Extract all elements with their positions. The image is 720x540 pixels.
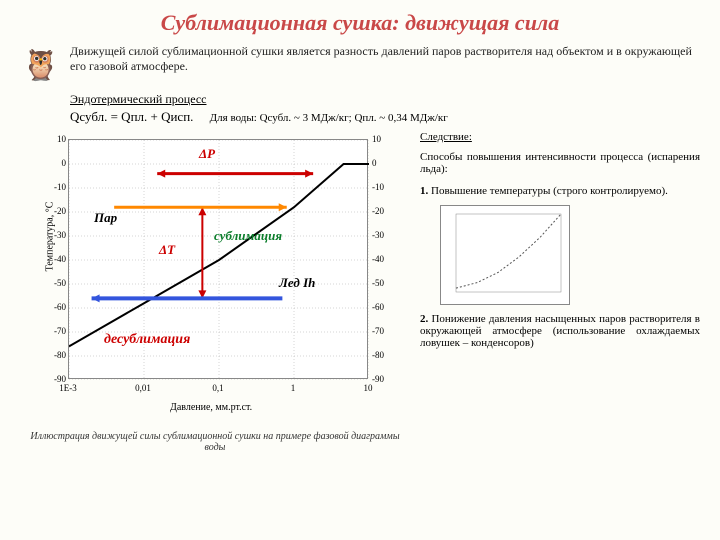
chart-column: Температура, °С ΔP Пар ΔT сублимация Лед… bbox=[20, 131, 410, 453]
main-row: Температура, °С ΔP Пар ΔT сублимация Лед… bbox=[20, 131, 700, 453]
point-1-text: Повышение температуры (строго контролиру… bbox=[431, 185, 668, 197]
x-axis-label: Давление, мм.рт.ст. bbox=[170, 402, 252, 413]
ice-label: Лед Ih bbox=[279, 275, 315, 291]
formula-lhs: Qсубл. = Qпл. + Qисп. bbox=[70, 109, 193, 124]
delta-t-label: ΔT bbox=[159, 242, 175, 258]
intro-text: Движущей силой сублимационной сушки явля… bbox=[70, 44, 700, 74]
endothermic-label: Эндотермический процесс bbox=[70, 92, 700, 107]
formula-rhs: Для воды: Qсубл. ~ 3 МДж/кг; Qпл. ~ 0,34… bbox=[210, 112, 448, 124]
formula-row: Qсубл. = Qпл. + Qисп. Для воды: Qсубл. ~… bbox=[70, 109, 700, 125]
owl-icon: 🦉 bbox=[20, 44, 62, 86]
mini-chart-svg bbox=[441, 206, 571, 306]
phase-diagram-chart: Температура, °С ΔP Пар ΔT сублимация Лед… bbox=[20, 131, 410, 411]
point-2: 2. Понижение давления насыщенных паров р… bbox=[420, 313, 700, 349]
ways-text: Способы повышения интенсивности процесса… bbox=[420, 151, 700, 175]
point-1-num: 1. bbox=[420, 185, 428, 197]
point-1: 1. Повышение температуры (строго контрол… bbox=[420, 185, 700, 197]
vapor-label: Пар bbox=[94, 210, 117, 226]
text-column: Следствие: Способы повышения интенсивнос… bbox=[420, 131, 700, 453]
point-2-text: Понижение давления насыщенных паров раст… bbox=[420, 313, 700, 349]
sublimation-label: сублимация bbox=[214, 228, 282, 244]
plot-area: ΔP Пар ΔT сублимация Лед Ih десублимация bbox=[68, 139, 368, 379]
mini-chart bbox=[440, 205, 570, 305]
delta-p-label: ΔP bbox=[199, 146, 215, 162]
consequence-heading: Следствие: bbox=[420, 131, 700, 143]
intro-row: 🦉 Движущей силой сублимационной сушки яв… bbox=[20, 44, 700, 86]
desublimation-label: десублимация bbox=[104, 332, 190, 348]
chart-caption: Иллюстрация движущей силы сублимационной… bbox=[20, 431, 410, 453]
page-title: Сублимационная сушка: движущая сила bbox=[20, 10, 700, 36]
point-2-num: 2. bbox=[420, 313, 428, 325]
